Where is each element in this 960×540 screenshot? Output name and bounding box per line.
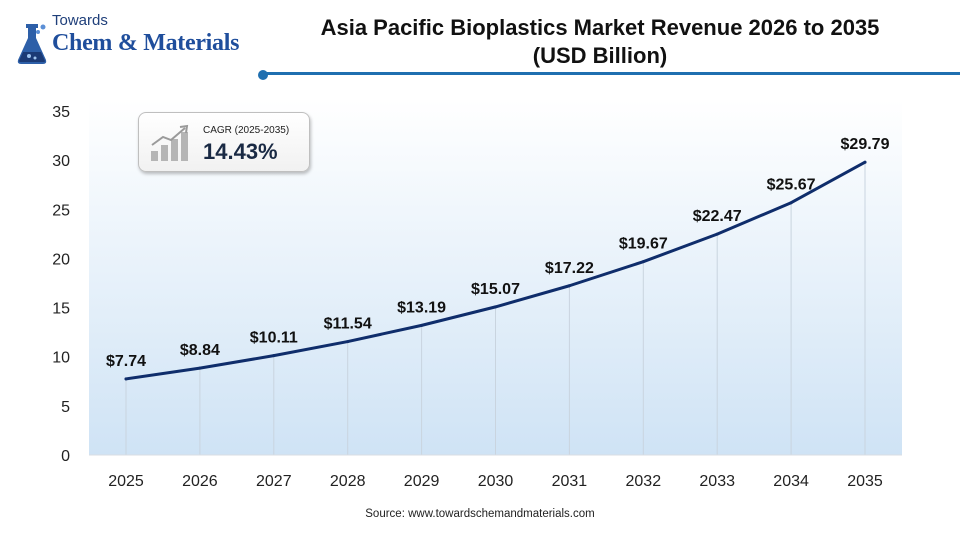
cagr-label: CAGR (2025-2035) (203, 125, 290, 136)
data-point (567, 284, 571, 288)
x-tick-label: 2030 (478, 473, 514, 490)
data-label: $8.84 (180, 342, 220, 359)
data-point (863, 160, 867, 164)
data-label: $11.54 (324, 316, 372, 333)
y-tick-label: 15 (52, 301, 70, 318)
x-tick-label: 2033 (699, 473, 735, 490)
y-tick-label: 10 (52, 350, 70, 367)
y-tick-label: 25 (52, 202, 70, 219)
data-label: $15.07 (471, 281, 520, 298)
logo-towards-text: Towards (52, 12, 108, 29)
logo-brand-name: Chem & Materials (52, 30, 240, 56)
x-tick-label: 2029 (404, 473, 440, 490)
data-point (789, 201, 793, 205)
x-tick-label: 2027 (256, 473, 292, 490)
x-tick-label: 2028 (330, 473, 366, 490)
title-underline-dot (258, 70, 268, 80)
data-label: $10.11 (250, 330, 298, 347)
data-point (641, 260, 645, 264)
x-tick-label: 2025 (108, 473, 144, 490)
y-tick-label: 20 (52, 251, 70, 268)
x-tick-label: 2032 (626, 473, 662, 490)
data-label: $13.19 (397, 299, 446, 316)
y-tick-label: 35 (52, 104, 70, 121)
cagr-badge: CAGR (2025-2035) 14.43% (138, 112, 310, 172)
data-label: $25.67 (767, 177, 816, 194)
data-point (494, 305, 497, 309)
brand-logo: Towards Chem & Materials (14, 8, 254, 66)
data-point (420, 323, 424, 327)
data-point (272, 354, 276, 358)
x-tick-label: 2026 (182, 473, 218, 490)
x-tick-label: 2035 (847, 473, 883, 490)
chart-title-line2: (USD Billion) (532, 43, 668, 68)
x-tick-label: 2034 (773, 473, 809, 490)
data-point (198, 366, 202, 370)
title-underline (262, 72, 960, 75)
data-point (346, 340, 350, 344)
data-label: $22.47 (693, 208, 742, 225)
y-tick-label: 0 (61, 448, 70, 465)
data-label: $19.67 (619, 236, 668, 253)
y-tick-label: 5 (61, 399, 70, 416)
y-tick-label: 30 (52, 153, 70, 170)
data-label: $29.79 (841, 136, 890, 153)
data-point (124, 377, 128, 381)
growth-chart-icon (151, 124, 189, 161)
cagr-value: 14.43% (203, 139, 278, 164)
source-note: Source: www.towardschemandmaterials.com (365, 508, 595, 520)
data-label: $17.22 (545, 260, 594, 277)
chart-title-line1: Asia Pacific Bioplastics Market Revenue … (320, 15, 880, 40)
data-label: $7.74 (106, 353, 146, 370)
chart-title: Asia Pacific Bioplastics Market Revenue … (290, 14, 910, 70)
flask-logo-icon (17, 24, 47, 64)
data-point (715, 232, 719, 236)
x-tick-label: 2031 (552, 473, 588, 490)
